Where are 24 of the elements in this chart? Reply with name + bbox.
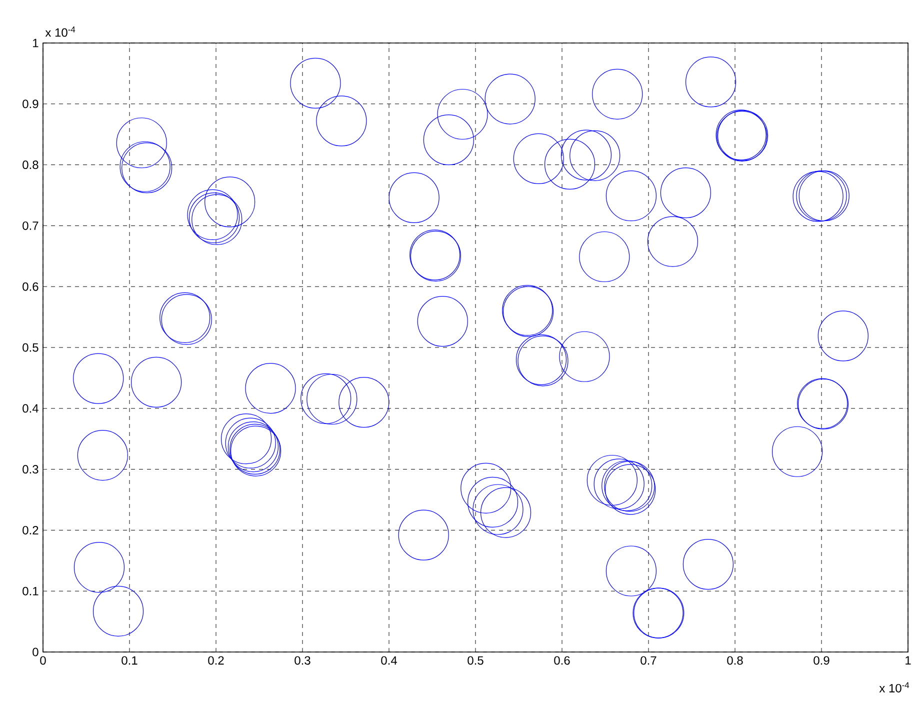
y-tick-label: 0.2 [22,526,38,534]
y-tick-label: 1 [33,38,38,48]
y-tick-label: 0.9 [22,100,38,108]
x-tick-label: 0.7 [640,656,656,665]
x-tick-label: 0.3 [294,656,310,665]
x-tick-label: 1 [906,656,911,664]
y-tick-label: 0.7 [22,221,38,230]
y-tick-label: 0 [32,648,38,656]
x-tick-label: 0.6 [554,656,570,665]
x-tick-label: 0.5 [468,656,484,665]
x-tick-label: 0.2 [208,656,224,665]
x-tick-label: 0.4 [381,656,397,665]
x-tick-label: 0.9 [814,656,830,665]
x-tick-label: 0 [40,656,46,665]
x-tick-label: 0.8 [727,656,743,665]
x-tick-label: 0.1 [122,656,138,665]
y-tick-label: 0.8 [22,160,38,170]
text: x 10$^{-4}$ [879,682,910,692]
y-tick-label: 0.5 [22,343,38,352]
y-tick-label: 0.4 [22,404,38,413]
text: x 10$^{-4}$ [45,26,76,37]
y-tick-label: 0.6 [22,282,38,291]
y-tick-label: 0.1 [22,586,38,596]
y-tick-label: 0.3 [22,465,38,474]
